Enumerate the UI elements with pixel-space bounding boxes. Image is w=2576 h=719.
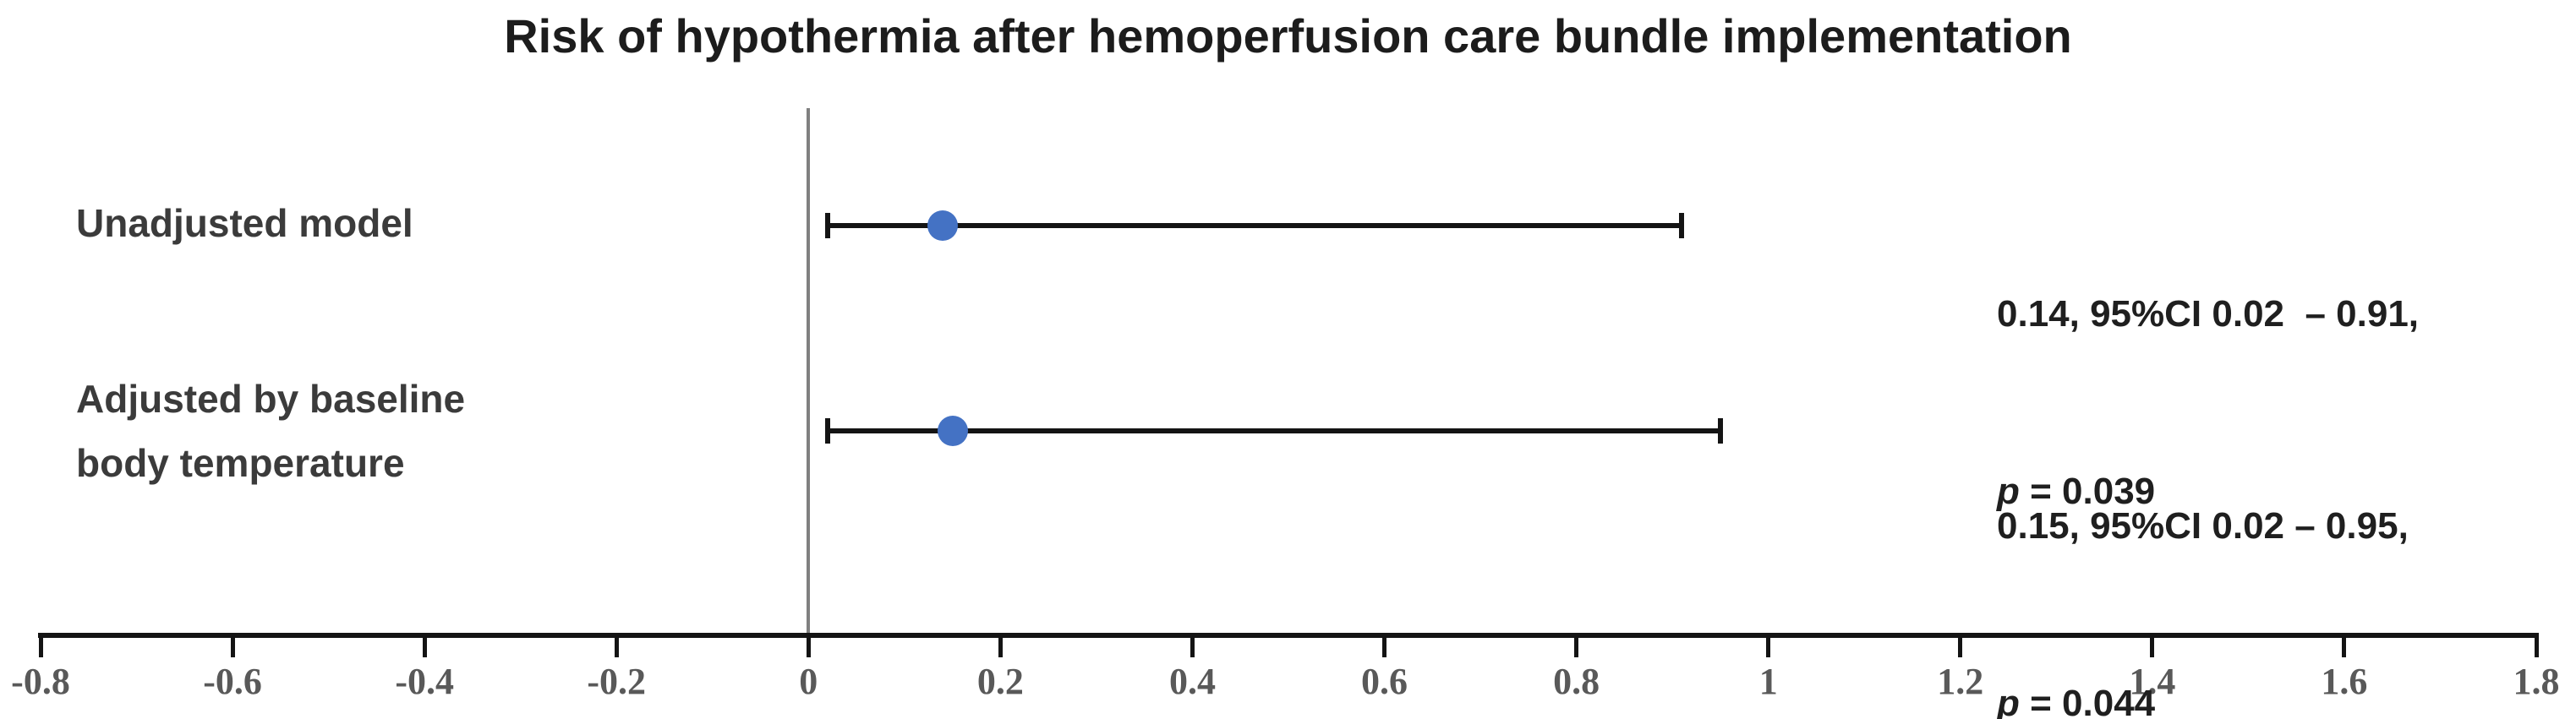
x-axis-tick-label: 0.2 <box>976 661 1024 702</box>
x-axis-tick-label: -0.2 <box>587 661 647 702</box>
x-axis-tick <box>998 633 1003 657</box>
x-axis-tick-label: 1 <box>1758 661 1778 702</box>
x-axis-tick <box>614 633 619 657</box>
estimate-marker-adjusted <box>937 416 968 446</box>
chart-title: Risk of hypothermia after hemoperfusion … <box>504 9 2072 63</box>
x-axis-tick <box>422 633 427 657</box>
x-axis-tick <box>2150 633 2155 657</box>
x-axis-tick <box>1958 633 1963 657</box>
x-axis-tick <box>1766 633 1771 657</box>
x-axis-tick-label: -0.6 <box>203 661 262 702</box>
x-axis-tick <box>1190 633 1195 657</box>
row-label-line: Unadjusted model <box>76 201 413 245</box>
x-axis-line <box>38 633 2539 638</box>
x-axis-tick-label: 1.4 <box>2129 661 2176 702</box>
x-axis-tick-label: -0.8 <box>11 661 70 702</box>
x-axis-tick <box>230 633 235 657</box>
x-axis-tick-label: 0.6 <box>1361 661 1408 702</box>
x-axis-tick-label: -0.4 <box>395 661 454 702</box>
row-label-line: body temperature <box>76 441 405 485</box>
p-symbol: p <box>1997 471 2020 512</box>
p-value-text: = 0.044 <box>2019 683 2156 719</box>
x-axis-tick <box>2342 633 2347 657</box>
x-axis-tick <box>806 633 811 657</box>
x-axis-tick <box>1382 633 1387 657</box>
estimate-marker-unadjusted <box>927 210 959 241</box>
x-axis-tick-label: 1.6 <box>2321 661 2368 702</box>
x-axis-tick-label: 0 <box>799 661 818 702</box>
row-label-adjusted: Adjusted by baseline body temperature <box>76 367 465 495</box>
annotation-estimate-line: 0.14, 95%CI 0.02 – 0.91, <box>1997 293 2420 335</box>
x-axis-tick <box>1574 633 1579 657</box>
annotation-estimate-line: 0.15, 95%CI 0.02 – 0.95, <box>1997 505 2409 547</box>
zero-reference-line <box>807 108 811 640</box>
row-label-unadjusted: Unadjusted model <box>76 191 413 255</box>
annotation-p-line: p = 0.044 <box>1997 674 2409 719</box>
x-axis-tick-label: 1.2 <box>1937 661 1984 702</box>
row-label-line: Adjusted by baseline <box>76 377 466 421</box>
x-axis-tick <box>2534 633 2539 657</box>
annotation-adjusted: 0.15, 95%CI 0.02 – 0.95, p = 0.044 <box>1997 379 2409 719</box>
annotation-unadjusted: 0.14, 95%CI 0.02 – 0.91, p = 0.039 <box>1997 166 2419 640</box>
ci-bar-adjusted <box>828 428 1720 433</box>
annotation-p-line: p = 0.039 <box>1997 462 2419 521</box>
x-axis-tick-label: 0.8 <box>1553 661 1600 702</box>
ci-bar-unadjusted <box>828 223 1682 228</box>
p-value-text: = 0.039 <box>2019 471 2156 512</box>
x-axis-tick-label: 0.4 <box>1168 661 1216 702</box>
x-axis-tick <box>38 633 43 657</box>
p-symbol: p <box>1997 683 2020 719</box>
x-axis-tick-label: 1.8 <box>2513 661 2560 702</box>
